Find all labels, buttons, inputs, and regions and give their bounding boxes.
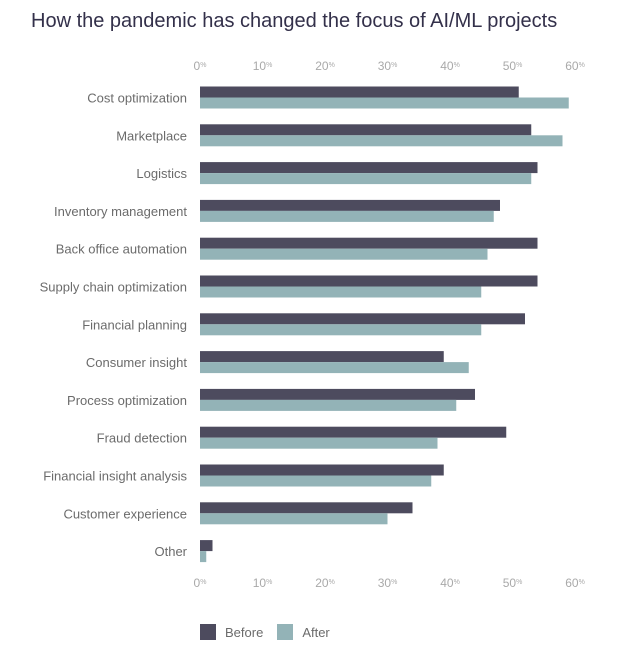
tick-unit: % [329,62,335,69]
top-axis-ticks: 0% 10% 20% 30% 40% 50% 60% [194,59,585,73]
tick-number: 10 [253,576,267,590]
tick-unit: % [516,579,522,586]
tick-number: 40 [440,59,454,73]
top-tick-label: 30% [378,59,398,73]
bar-after [200,210,494,222]
top-tick-label: 20% [315,59,335,73]
bottom-tick-label: 40% [440,576,460,590]
bar-before [200,199,500,211]
tick-number: 50 [503,59,517,73]
tick-number: 0 [194,59,201,73]
tick-unit: % [266,62,272,69]
bar-before [200,540,213,552]
tick-number: 20 [315,59,329,73]
category-label: Marketplace [116,128,187,143]
tick-unit: % [329,579,335,586]
legend-label-after: After [302,624,330,640]
bar-after [200,551,207,563]
bar-before [200,426,507,438]
tick-unit: % [454,579,460,586]
legend: Before After [200,624,344,640]
tick-number: 50 [503,576,517,590]
category-label: Consumer insight [86,355,188,370]
legend-item-before: Before [200,624,263,640]
bar-before [200,124,532,136]
tick-number: 30 [378,576,392,590]
category-label: Inventory management [54,204,187,219]
bar-after [200,97,569,109]
category-label: Supply chain optimization [40,280,187,295]
category-label: Process optimization [67,393,187,408]
tick-unit: % [266,579,272,586]
tick-unit: % [391,62,397,69]
bar-after [200,324,482,336]
tick-number: 60 [565,576,579,590]
bottom-tick-label: 0% [194,576,207,590]
top-tick-label: 50% [503,59,523,73]
bar-after [200,135,563,147]
bar-before [200,237,538,249]
category-label: Financial insight analysis [43,469,187,484]
bar-after [200,286,482,298]
legend-swatch-after [277,624,294,640]
tick-number: 10 [253,59,267,73]
bar-after [200,437,438,449]
bar-after [200,362,469,374]
bar-before [200,275,538,287]
bar-before [200,162,538,174]
category-label: Logistics [136,166,187,181]
bar-after [200,399,457,411]
legend-label-before: Before [225,624,264,640]
bar-before [200,313,525,325]
bar-before [200,351,444,363]
bottom-tick-label: 50% [503,576,523,590]
tick-unit: % [391,579,397,586]
category-label: Other [154,544,187,559]
bar-after [200,513,388,525]
bar-before [200,502,413,514]
top-tick-label: 0% [194,59,207,73]
legend-item-after: After [277,624,330,640]
category-label: Customer experience [63,506,187,521]
chart-title: How the pandemic has changed the focus o… [31,10,558,32]
bar-after [200,173,532,185]
category-label: Financial planning [82,317,187,332]
tick-unit: % [579,62,585,69]
tick-unit: % [200,62,206,69]
bottom-tick-label: 20% [315,576,335,590]
bottom-tick-label: 30% [378,576,398,590]
bar-after [200,475,432,487]
tick-number: 40 [440,576,454,590]
tick-number: 0 [194,576,201,590]
category-label: Cost optimization [87,91,187,106]
top-tick-label: 10% [253,59,273,73]
tick-number: 30 [378,59,392,73]
top-tick-label: 60% [565,59,585,73]
bar-after [200,248,488,260]
tick-unit: % [454,62,460,69]
bar-before [200,464,444,476]
category-label: Back office automation [56,242,187,257]
category-labels: Cost optimization Marketplace Logistics Inv… [40,91,188,560]
bottom-tick-label: 60% [565,576,585,590]
top-tick-label: 40% [440,59,460,73]
legend-swatch-before [200,624,216,640]
bars [200,86,569,563]
tick-unit: % [200,579,206,586]
tick-number: 20 [315,576,329,590]
tick-unit: % [516,62,522,69]
bar-before [200,86,519,98]
tick-unit: % [579,579,585,586]
tick-number: 60 [565,59,579,73]
bottom-axis-ticks: 0% 10% 20% 30% 40% 50% 60% [194,576,585,590]
category-label: Fraud detection [97,431,187,446]
bottom-tick-label: 10% [253,576,273,590]
bar-before [200,388,475,400]
